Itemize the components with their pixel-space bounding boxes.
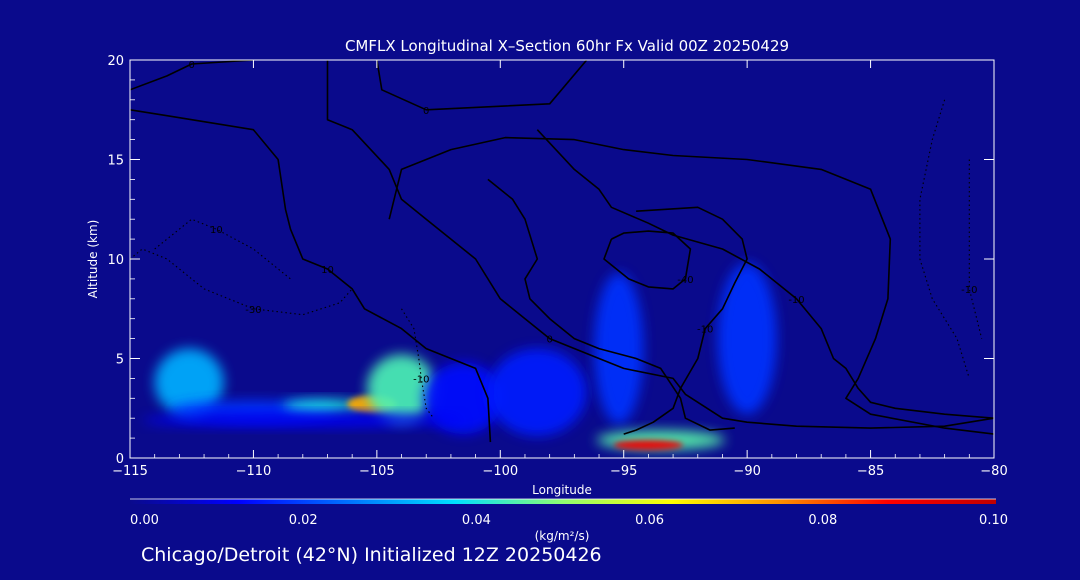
contour-line-3 xyxy=(326,60,994,429)
chart-title: CMFLX Longitudinal X–Section 60hr Fx Val… xyxy=(345,37,789,55)
colorbar-scale xyxy=(130,499,996,504)
colorbar-tick-label: 0.02 xyxy=(289,513,318,528)
contour-line-11 xyxy=(401,308,435,419)
colorbar-tick-label: 0.10 xyxy=(979,513,1008,528)
contour-line-7 xyxy=(603,230,692,290)
contour-line-2 xyxy=(376,60,588,111)
contour-label-13: -10 xyxy=(961,285,977,296)
contour-line-9 xyxy=(154,218,291,280)
x-tick-label: −85 xyxy=(857,464,884,479)
flux-region-8 xyxy=(717,262,777,415)
figure-caption: Chicago/Detroit (42°N) Initialized 12Z 2… xyxy=(141,544,602,566)
colorbar-tick-label: 0.00 xyxy=(130,513,159,528)
contour-line-8 xyxy=(623,206,748,435)
colorbar: 0.00 0.02 0.04 0.06 0.08 0.10 (kg/m²/s) xyxy=(130,498,1008,543)
contour-line-5 xyxy=(536,129,994,419)
colorbar-tick-label: 0.08 xyxy=(808,513,837,528)
contour-line-1 xyxy=(130,60,254,91)
contour-line-4 xyxy=(388,136,994,435)
colorbar-ticks: 0.00 0.02 0.04 0.06 0.08 0.10 xyxy=(130,513,1008,528)
flux-region-0 xyxy=(154,348,224,417)
y-tick-label: 15 xyxy=(107,154,124,169)
flux-region-6 xyxy=(487,348,587,437)
contour-line-6 xyxy=(487,178,735,431)
contour-label-7: -40 xyxy=(677,275,693,286)
contour-label-11: -10 xyxy=(413,374,429,385)
contour-label-3: 0 xyxy=(546,335,552,346)
colorbar-tick-label: 0.06 xyxy=(635,513,664,528)
x-tick-label: −80 xyxy=(980,464,1007,479)
y-tick-label: 5 xyxy=(116,353,124,368)
flux-region-11 xyxy=(142,413,464,428)
contour-label-2: 0 xyxy=(423,106,429,117)
x-tick-label: −105 xyxy=(359,464,395,479)
y-tick-label: 20 xyxy=(107,54,124,69)
y-tick-label: 0 xyxy=(116,452,124,467)
y-tick-label: 10 xyxy=(107,253,124,268)
contour-line-13 xyxy=(968,159,983,339)
x-axis: −115 −110 −105 −100 −95 −90 −85 −80 xyxy=(112,60,1008,479)
contour-lines: 10 0 0 0 -10 -40 -10 10 -30 -10 -10 xyxy=(130,60,994,443)
flux-region-4 xyxy=(366,354,437,423)
y-axis: 0 5 10 15 20 xyxy=(107,54,994,467)
contour-line-0 xyxy=(130,109,492,443)
x-axis-label: Longitude xyxy=(532,483,592,497)
contour-label-1: 0 xyxy=(189,60,195,71)
x-tick-label: −100 xyxy=(482,464,518,479)
x-tick-label: −110 xyxy=(236,464,272,479)
contour-label-10: -30 xyxy=(245,305,261,316)
colorbar-tick-label: 0.04 xyxy=(462,513,491,528)
contour-line-10 xyxy=(130,248,353,316)
flux-region-10 xyxy=(613,440,683,451)
colorbar-label: (kg/m²/s) xyxy=(535,529,590,543)
x-tick-label: −115 xyxy=(112,464,148,479)
contour-line-12 xyxy=(919,99,970,379)
x-tick-label: −90 xyxy=(733,464,760,479)
contour-label-9: 10 xyxy=(210,225,223,236)
flux-region-7 xyxy=(594,272,644,425)
flux-region-2 xyxy=(283,399,363,414)
flux-region-5 xyxy=(423,362,503,435)
contour-label-5: -10 xyxy=(788,295,804,306)
y-axis-label: Altitude (km) xyxy=(86,220,100,299)
contour-label-8: -10 xyxy=(697,325,713,336)
x-tick-label: −95 xyxy=(610,464,637,479)
contour-label-0: 10 xyxy=(321,265,334,276)
flux-field xyxy=(142,262,777,451)
